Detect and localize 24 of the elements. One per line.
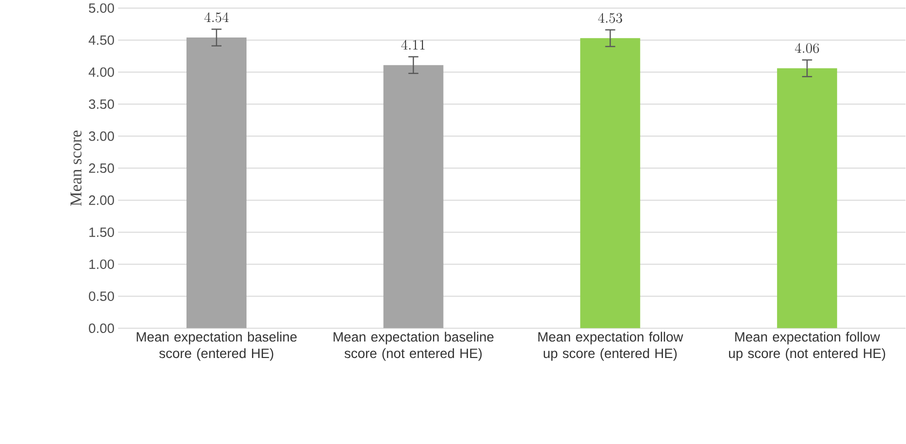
y-tick-label: 3.00 [88,131,114,141]
y-tick-label: 2.50 [89,163,114,173]
bar [777,68,838,328]
y-tick-label: 4.00 [88,67,114,77]
y-tick-label: 2.00 [89,195,114,205]
bar [580,38,640,328]
x-tick-label: Mean expectation follow up score (not entered HE) [729,332,886,361]
x-tick-label: Mean expectation baseline score (entered HE) [136,332,297,361]
x-tick-label: Mean expectation baseline score (not entered HE) [334,332,494,361]
data-label: 4.54 [204,12,229,22]
y-tick-label: 0.00 [88,323,114,333]
y-tick-label: 1.50 [89,227,114,237]
bar [186,37,247,328]
data-label: 4.53 [598,12,622,23]
data-label: 4. 11 [401,40,425,50]
data-label: 4.06 [794,42,819,53]
y-tick-label: 3.50 [88,99,114,109]
y-tick-label: 5.00 [88,3,114,13]
x-tick-label: Mean expectation follow up score (entered HE) [538,332,684,361]
y-axis-title: Mean score [70,130,82,206]
y-tick-label: 0.50 [88,291,114,301]
bar [383,64,444,328]
y-tick-label: 4.50 [88,35,114,45]
y-tick-label: 1.00 [89,259,114,269]
